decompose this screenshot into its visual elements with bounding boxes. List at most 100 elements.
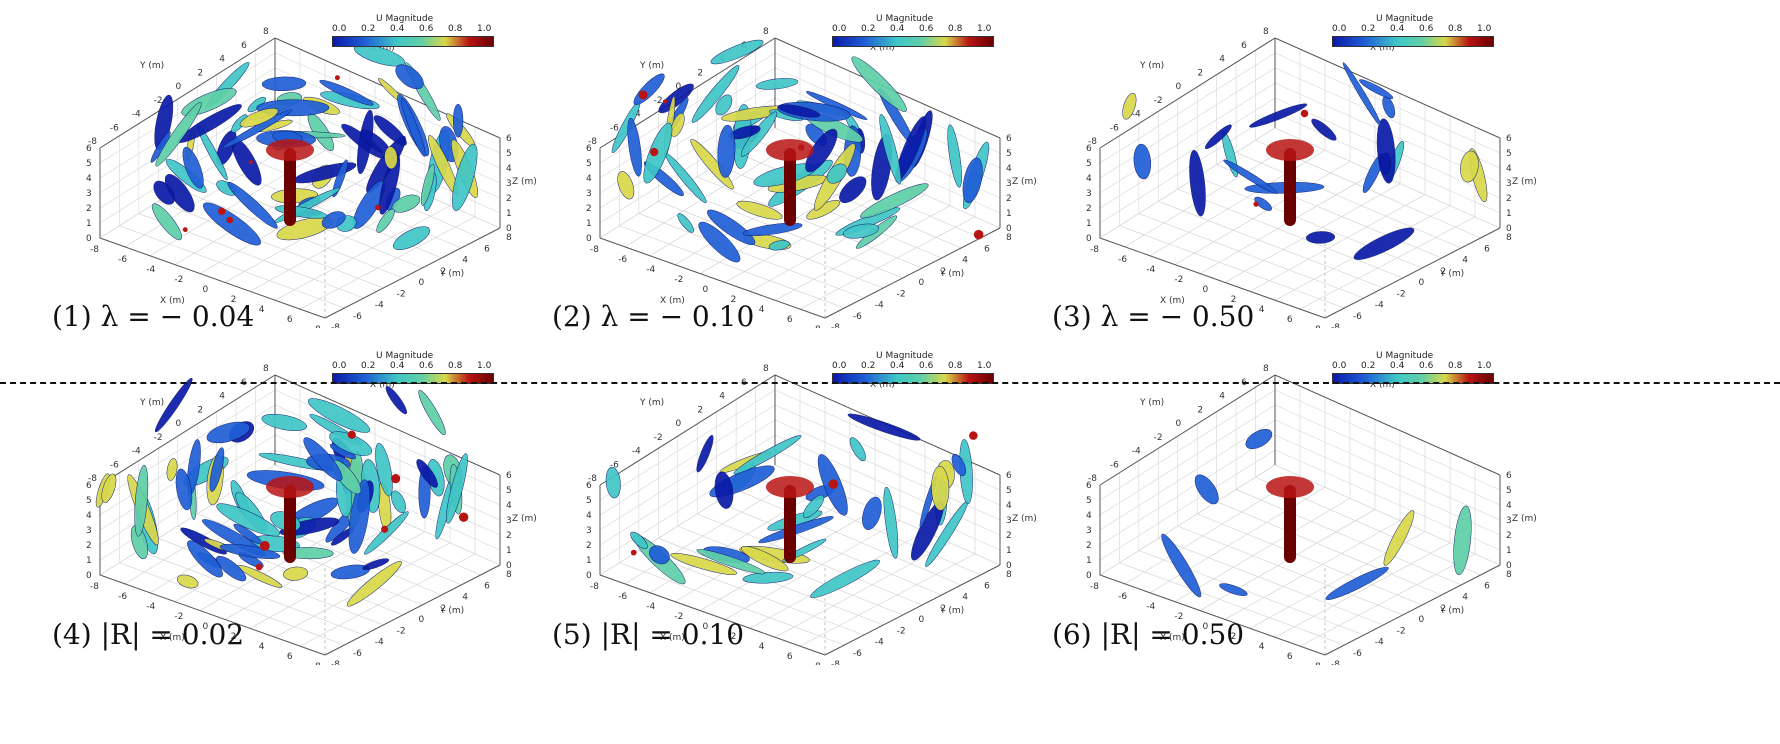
- y-tick-label: -4: [375, 638, 384, 648]
- vortex-structure: [261, 76, 307, 92]
- grid-line: [1299, 216, 1476, 310]
- y-tick-label-back: 4: [219, 55, 225, 65]
- x-tick-label: 4: [259, 305, 265, 315]
- x-tick-label: -2: [674, 612, 683, 622]
- colorbar-tick: 0.4: [890, 361, 905, 371]
- grid-line: [1099, 434, 1276, 546]
- vortex-structure: [805, 128, 838, 173]
- grid-line: [1158, 538, 1384, 626]
- z-tick-label-left: 2: [586, 541, 592, 551]
- vortex-structure: [849, 437, 866, 462]
- y-tick-label-back: -4: [1132, 447, 1141, 457]
- vortex-structure: [843, 223, 880, 239]
- colorbar-tick: 0.0: [832, 361, 847, 371]
- high-velocity-spot: [630, 549, 637, 556]
- z-tick-label: 3: [506, 179, 512, 189]
- colorbar-tick: 0.6: [1419, 24, 1434, 34]
- y-axis-label: Y (m): [1439, 269, 1464, 279]
- x-tick-label: -6: [618, 592, 627, 602]
- vortex-structure: [353, 44, 405, 67]
- vortex-structure: [307, 398, 371, 433]
- vortex-structure: [1245, 429, 1273, 450]
- vortex-structure: [362, 558, 390, 570]
- x-tick-label: 2: [731, 295, 737, 305]
- z-axis-label: Z (m): [512, 514, 537, 524]
- vortex-structure: [1306, 231, 1336, 244]
- x-tick-label: -4: [146, 265, 155, 275]
- y-tick-label-back: -6: [1110, 123, 1119, 133]
- z-tick-label-left: 1: [86, 219, 92, 229]
- high-velocity-spot: [1300, 109, 1309, 118]
- y-tick-label: 4: [462, 593, 468, 603]
- y-tick-label-back: -6: [1110, 460, 1119, 470]
- z-tick-label-left: 5: [1086, 496, 1092, 506]
- y-tick-label: 6: [484, 244, 490, 254]
- y-tick-label-back: 6: [241, 41, 247, 51]
- y-tick-label: 4: [962, 256, 968, 266]
- vortex-structure: [1133, 143, 1152, 180]
- y-tick-label: -4: [375, 301, 384, 311]
- y-tick-label-back: 8: [763, 27, 769, 37]
- jet-plume: [1266, 139, 1314, 161]
- vortex-structure: [453, 103, 464, 138]
- x-tick-label: 6: [1287, 652, 1293, 662]
- grid-line: [1324, 564, 1501, 656]
- high-velocity-spot: [375, 204, 381, 211]
- vortex-structure: [1460, 150, 1479, 183]
- colorbar-tick: 0.8: [948, 24, 963, 34]
- high-velocity-spot: [638, 90, 648, 100]
- z-tick-label-left: 2: [1086, 541, 1092, 551]
- vortex-structure: [826, 163, 847, 184]
- grid-line: [799, 553, 976, 647]
- vortex-structure: [203, 202, 261, 246]
- vortex-structure: [227, 181, 278, 229]
- x-tick-label: -8: [590, 245, 599, 255]
- y-axis-label: Y (m): [439, 606, 464, 616]
- high-velocity-spot: [259, 540, 270, 551]
- grid-line: [138, 550, 364, 636]
- vortex-panel-4: X (m) Y (m) Z (m) Y (m) X (m) -8 -8 -8 -6 -6 -6 -4 -…: [40, 345, 610, 715]
- colorbar-title: U Magnitude: [376, 14, 434, 24]
- vortex-structure: [777, 104, 821, 118]
- vortex-structure: [803, 494, 825, 519]
- x-tick-label: 2: [231, 295, 237, 305]
- grid-line: [158, 201, 384, 289]
- grid-line: [1174, 161, 1351, 265]
- vortex-structure: [216, 555, 247, 582]
- colorbar-gradient: [1332, 36, 1494, 47]
- z-tick-label-left: 0: [586, 234, 592, 244]
- y-tick-label: -2: [897, 626, 906, 636]
- grid-line: [697, 176, 923, 269]
- colorbar-tick: 0.6: [1419, 361, 1434, 371]
- x-tick-label: 4: [1259, 642, 1265, 652]
- z-axis-label: Z (m): [1012, 177, 1037, 187]
- z-tick-label: 6: [1006, 134, 1012, 144]
- vortex-structure: [101, 473, 117, 503]
- y-tick-label-back: 2: [197, 405, 203, 415]
- grid-line: [1099, 404, 1276, 516]
- z-tick-label: 3: [1506, 179, 1512, 189]
- vortex-structure: [1311, 118, 1337, 141]
- z-tick-label-left: 0: [86, 234, 92, 244]
- vortex-structure: [239, 108, 279, 128]
- x-axis-label-back: X (m): [870, 380, 895, 390]
- vortex-structure: [698, 221, 741, 263]
- x-tick-label: -6: [1118, 255, 1127, 265]
- colorbar-title: U Magnitude: [376, 351, 434, 361]
- z-tick-label: 6: [506, 134, 512, 144]
- vortex-structure: [206, 421, 251, 444]
- x-axis-label-back: X (m): [1370, 380, 1395, 390]
- z-tick-label-left: 2: [86, 204, 92, 214]
- grid-line: [1158, 201, 1384, 289]
- grid-line: [1216, 501, 1442, 596]
- section-divider: [0, 382, 1780, 384]
- y-axis-label: Y (m): [439, 269, 464, 279]
- y-tick-label: -2: [1397, 289, 1406, 299]
- colorbar-tick: 1.0: [1477, 361, 1492, 371]
- grid-line: [799, 216, 976, 310]
- y-axis-label-back: Y (m): [1139, 398, 1164, 408]
- y-tick-label-back: 2: [197, 68, 203, 78]
- y-tick-label-back: -6: [110, 460, 119, 470]
- vortex-structure: [319, 79, 374, 106]
- vortex-structure: [384, 146, 398, 170]
